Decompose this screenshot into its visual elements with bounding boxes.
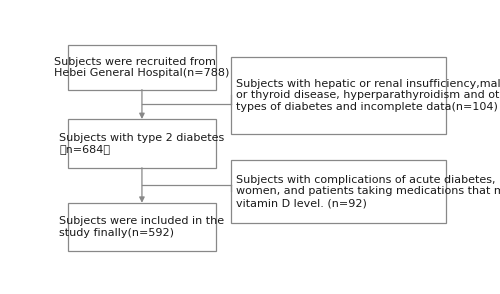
- Text: Subjects with complications of acute diabetes, pregnant
women, and patients taki: Subjects with complications of acute dia…: [236, 175, 500, 208]
- FancyBboxPatch shape: [68, 46, 216, 90]
- FancyBboxPatch shape: [68, 119, 216, 168]
- FancyBboxPatch shape: [231, 160, 446, 223]
- Text: Subjects with hepatic or renal insufficiency,malignancy
or thyroid disease, hype: Subjects with hepatic or renal insuffici…: [236, 79, 500, 112]
- Text: Subjects were included in the
study finally(n=592): Subjects were included in the study fina…: [60, 216, 224, 238]
- Text: Subjects were recruited from
Hebei General Hospital(n=788): Subjects were recruited from Hebei Gener…: [54, 57, 230, 78]
- Text: Subjects with type 2 diabetes
（n=684）: Subjects with type 2 diabetes （n=684）: [60, 133, 224, 154]
- FancyBboxPatch shape: [231, 57, 446, 134]
- FancyBboxPatch shape: [68, 203, 216, 251]
